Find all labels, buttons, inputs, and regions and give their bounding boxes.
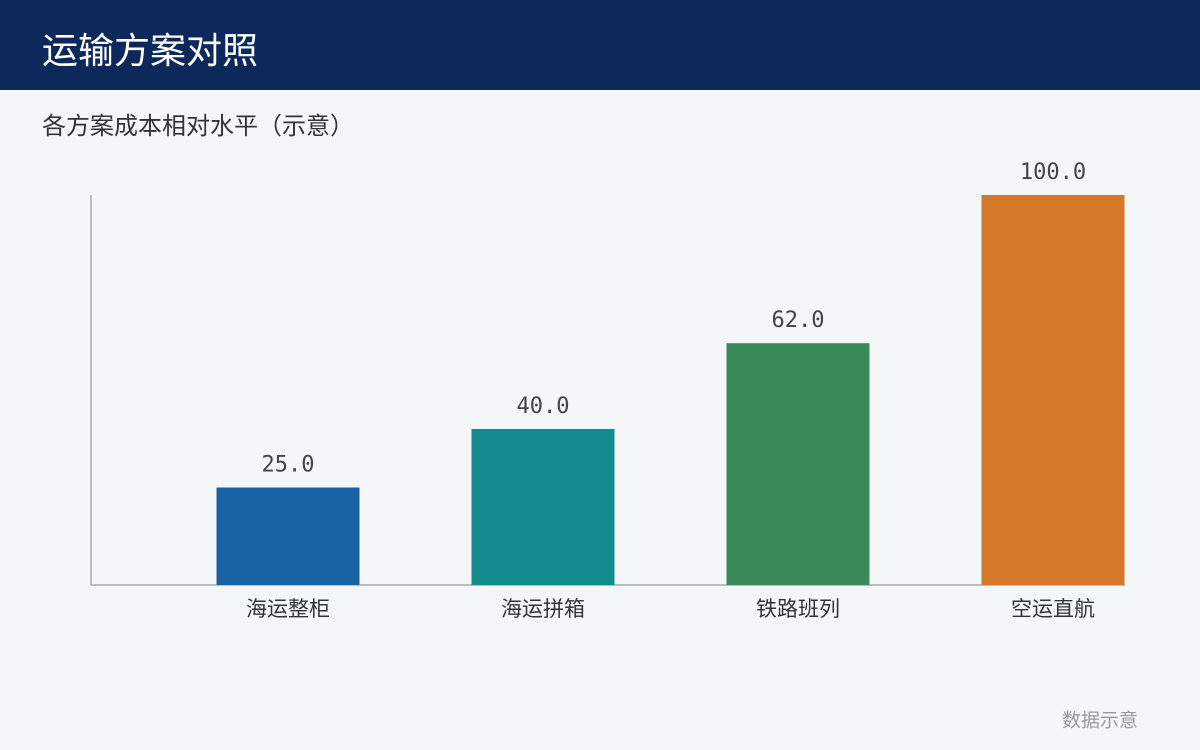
- bar: [981, 195, 1125, 585]
- bar: [726, 343, 870, 585]
- value-label: 100.0: [1020, 160, 1086, 185]
- bar: [471, 429, 615, 585]
- x-tick-label: 海运整柜: [246, 597, 330, 621]
- value-label: 25.0: [262, 453, 315, 478]
- page-title: 运输方案对照: [42, 31, 259, 72]
- value-label: 62.0: [772, 308, 825, 333]
- x-tick-label: 铁路班列: [756, 597, 840, 621]
- value-label: 40.0: [517, 394, 570, 419]
- footer-note: 数据示意: [1062, 710, 1138, 732]
- chart: 各方案成本相对水平（示意） 数据示意 海运整柜 25.0 海运拼箱 40.0 铁路班列 6…: [42, 112, 1138, 732]
- x-tick-label: 海运拼箱: [501, 597, 585, 621]
- bar: [216, 487, 360, 585]
- chart-title: 各方案成本相对水平（示意）: [42, 112, 354, 140]
- x-tick-label: 空运直航: [1011, 597, 1095, 621]
- header: 运输方案对照: [0, 0, 1200, 90]
